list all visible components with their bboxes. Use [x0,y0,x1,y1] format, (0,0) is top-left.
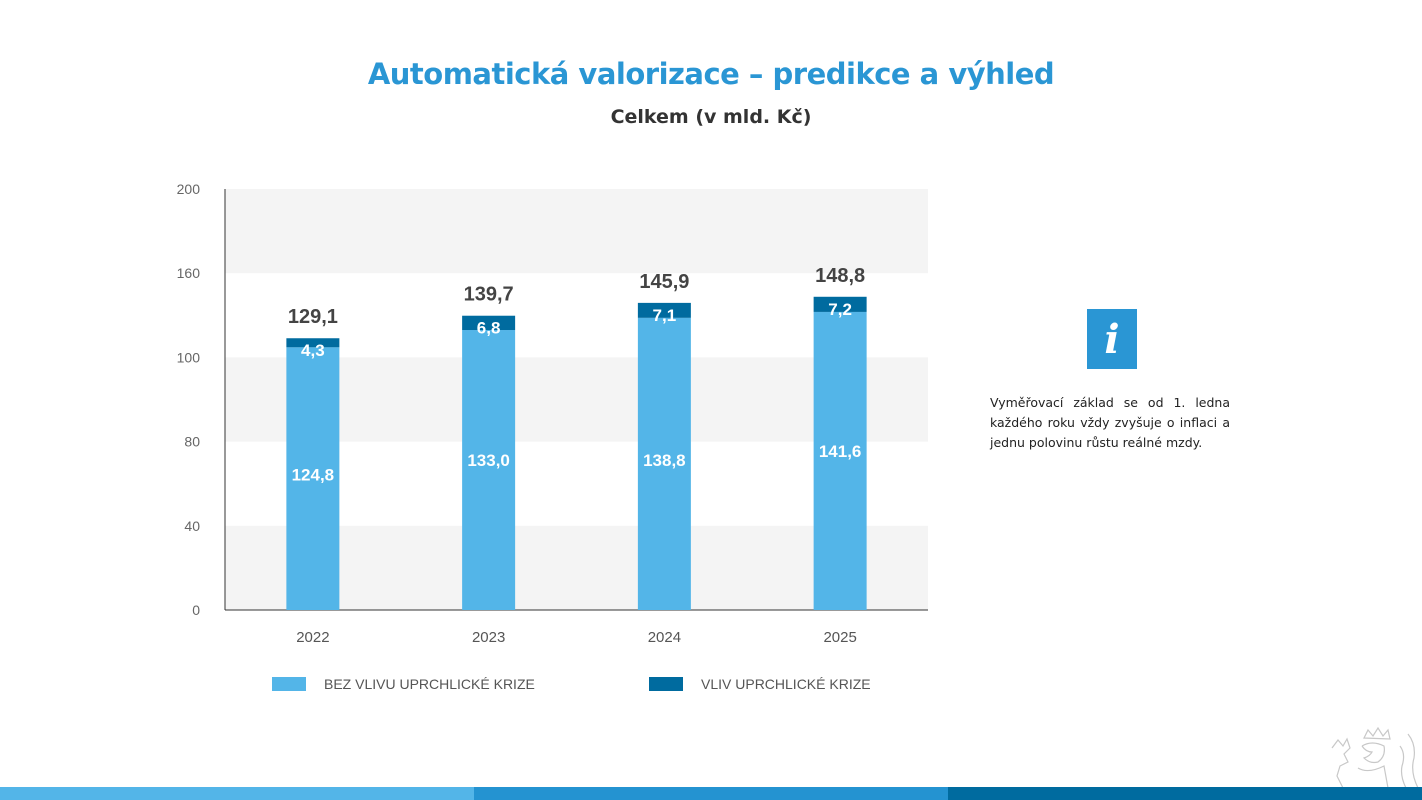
bar-label-base: 124,8 [292,466,335,485]
x-tick-label: 2023 [472,629,505,646]
y-tick-label: 80 [184,434,200,450]
grid-band [225,189,928,274]
chart-subtitle: Celkem (v mld. Kč) [610,106,812,128]
lion-emblem-icon [1331,726,1419,788]
y-tick-label: 40 [184,518,200,534]
bar-base-2024 [637,317,691,610]
bar-label-base: 138,8 [643,451,686,470]
bar-impact-2023 [462,315,516,331]
bar-total-label: 139,7 [464,284,514,306]
bar-label-impact: 6,8 [477,319,501,338]
legend-item-impact: VLIV UPRCHLICKÉ KRIZE [649,676,871,692]
grid-band [225,357,928,442]
bar-label-base: 141,6 [819,442,862,461]
bar-label-base: 133,0 [467,451,510,470]
legend-item-base: BEZ VLIVU UPRCHLICKÉ KRIZE [272,676,535,692]
bar-label-impact: 7,1 [653,306,677,325]
footer-stripe-mid [474,787,948,800]
bar-label-impact: 7,2 [828,300,852,319]
x-tick-label: 2024 [648,629,681,646]
y-tick-label: 0 [192,602,200,618]
bar-impact-2024 [637,302,691,318]
y-tick-label: 100 [177,349,201,365]
legend-swatch-base [272,677,306,691]
legend-label-base: BEZ VLIVU UPRCHLICKÉ KRIZE [324,676,535,692]
bar-base-2023 [462,330,516,610]
info-text: Vyměřovací základ se od 1. ledna každého… [990,395,1230,450]
page-title: Automatická valorizace – predikce a výhl… [367,57,1055,91]
bar-total-label: 148,8 [815,265,865,287]
footer-stripe [0,787,1422,800]
footer-stripe-dark [948,787,1422,800]
legend-swatch-impact [649,677,683,691]
bar-base-2022 [286,347,340,610]
footer-stripe-light [0,787,474,800]
x-tick-label: 2022 [296,629,329,646]
y-tick-label: 200 [177,181,201,197]
grid-band [225,525,928,610]
bar-impact-2022 [286,338,340,348]
y-tick-label: 160 [177,265,201,281]
bar-label-impact: 4,3 [301,341,325,360]
bar-total-label: 145,9 [639,271,689,293]
legend-label-impact: VLIV UPRCHLICKÉ KRIZE [701,676,871,692]
x-tick-label: 2025 [823,629,856,646]
bar-impact-2025 [813,296,867,312]
info-glyph: i [1104,315,1120,363]
info-icon: i [1087,309,1137,369]
bar-total-label: 129,1 [288,306,338,328]
bar-base-2025 [813,311,867,610]
